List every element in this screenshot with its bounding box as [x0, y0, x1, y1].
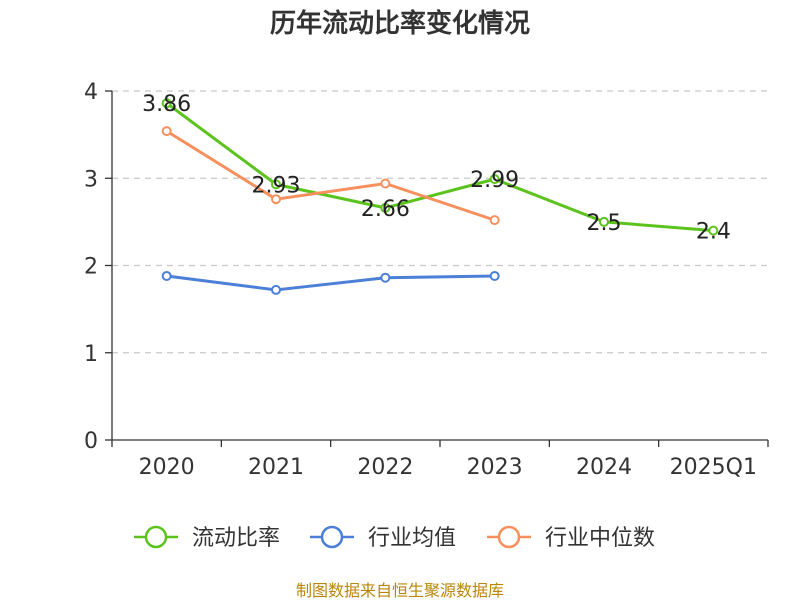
legend-item-industry_avg[interactable]: 行业均值 — [310, 525, 456, 551]
series-line-industry_median — [165, 129, 496, 222]
legend-label: 行业中位数 — [545, 526, 655, 551]
point-current_ratio-2021 — [271, 179, 281, 190]
y-tick-label: 2 — [84, 255, 98, 280]
chart-title: 历年流动比率变化情况 — [270, 8, 530, 39]
point-current_ratio-2023 — [489, 174, 500, 185]
point-industry_median-2021 — [271, 194, 281, 205]
axes: 0 1 2 3 4 2020 2021 2022 2023 2024 2025Q1 — [84, 80, 769, 480]
point-industry_avg-2023 — [489, 270, 500, 281]
x-tick-label-2024: 2024 — [576, 455, 632, 480]
point-industry_median-2020 — [161, 126, 172, 137]
data-labels: 3.86 2.93 2.66 2.99 2.5 2.4 — [142, 92, 731, 244]
point-industry_median-2022 — [380, 178, 391, 189]
y-tick-label: 0 — [84, 429, 98, 454]
legend-item-current_ratio[interactable]: 流动比率 — [134, 525, 280, 551]
x-tick-label-2022: 2022 — [357, 455, 413, 480]
point-industry_avg-2020 — [161, 270, 172, 281]
y-tick-label: 1 — [84, 342, 98, 367]
legend-item-industry_median[interactable]: 行业中位数 — [487, 525, 655, 551]
y-tick-label: 3 — [84, 167, 98, 192]
data-label-2022: 2.66 — [361, 197, 410, 222]
legend-circle-icon — [497, 525, 521, 549]
data-source-note: 制图数据来自恒生聚源数据库 — [296, 581, 504, 600]
point-current_ratio-2025Q1 — [708, 225, 719, 236]
point-industry_avg-2021 — [271, 284, 281, 295]
point-current_ratio-2024 — [599, 216, 609, 227]
legend-label: 流动比率 — [192, 526, 280, 551]
legend-circle-icon — [144, 525, 168, 549]
legend-circle-icon — [320, 525, 344, 549]
data-label-2021: 2.93 — [252, 173, 301, 198]
x-tick-label-2025Q1: 2025Q1 — [670, 455, 757, 480]
series-line-industry_avg — [166, 274, 495, 292]
x-tick-label-2020: 2020 — [139, 455, 195, 480]
data-label-2025Q1: 2.4 — [696, 220, 731, 245]
legend-label: 行业均值 — [368, 526, 456, 551]
series-lines — [161, 98, 719, 295]
data-label-2023: 2.99 — [470, 168, 519, 193]
y-tick-label: 4 — [84, 80, 98, 105]
grid-lines — [112, 90, 768, 354]
point-current_ratio-2020 — [161, 98, 172, 109]
x-tick-label-2023: 2023 — [467, 455, 523, 480]
point-current_ratio-2022 — [380, 202, 391, 213]
data-label-2020: 3.86 — [142, 92, 191, 117]
data-label-2024: 2.5 — [587, 211, 622, 236]
series-line-current_ratio — [165, 102, 714, 233]
legend[interactable]: 流动比率 行业均值 行业中位数 — [134, 525, 655, 551]
point-industry_avg-2022 — [380, 272, 391, 283]
point-industry_median-2023 — [489, 215, 500, 226]
x-tick-label-2021: 2021 — [248, 455, 304, 480]
